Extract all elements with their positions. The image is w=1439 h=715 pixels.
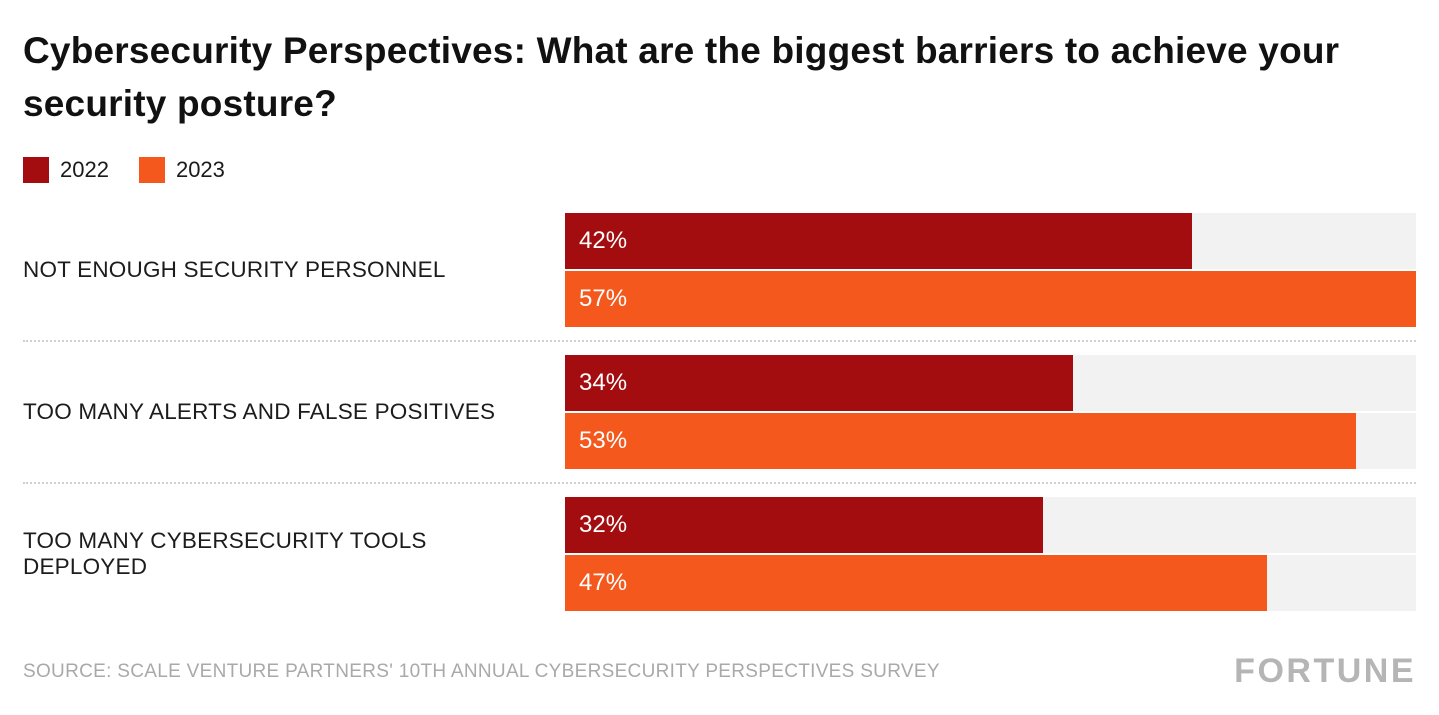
bar-2022: 34% xyxy=(565,355,1073,412)
legend-item-2023: 2023 xyxy=(138,157,225,184)
bar-track: 32% xyxy=(565,497,1416,554)
fortune-logo: FORTUNE xyxy=(1234,652,1416,690)
chart-title: Cybersecurity Perspectives: What are the… xyxy=(23,30,1340,124)
bar-track: 47% xyxy=(565,555,1416,612)
bar-group: 34% 53% xyxy=(565,355,1416,470)
bar-value-label: 42% xyxy=(579,227,628,255)
bar-track: 53% xyxy=(565,413,1416,470)
bar-value-label: 47% xyxy=(579,569,628,597)
bar-2023: 47% xyxy=(565,555,1267,612)
bar-value-label: 57% xyxy=(579,285,628,313)
bar-value-label: 34% xyxy=(579,369,628,397)
legend-item-2022: 2022 xyxy=(23,157,109,184)
legend-label: 2023 xyxy=(175,157,225,183)
legend: 2022 2023 xyxy=(23,157,1416,184)
chart-row: TOO MANY CYBERSECURITY TOOLS DEPLOYED 32%… xyxy=(23,482,1416,624)
bar-2023: 53% xyxy=(565,413,1357,470)
bar-track: 42% xyxy=(565,213,1416,270)
legend-swatch-2023 xyxy=(138,157,165,184)
bar-2023: 57% xyxy=(565,271,1416,328)
bar-chart: NOT ENOUGH SECURITY PERSONNEL 42% 57% TOO M… xyxy=(23,200,1416,624)
legend-swatch-2022 xyxy=(23,157,49,184)
bar-track: 57% xyxy=(565,271,1416,328)
category-label: TOO MANY CYBERSECURITY TOOLS DEPLOYED xyxy=(23,528,427,580)
bar-value-label: 32% xyxy=(579,511,628,539)
category-label: TOO MANY ALERTS AND FALSE POSITIVES xyxy=(23,399,496,425)
footer: SOURCE: SCALE VENTURE PARTNERS' 10TH ANN… xyxy=(23,652,1416,691)
category-label: NOT ENOUGH SECURITY PERSONNEL xyxy=(23,257,446,283)
bar-track: 34% xyxy=(565,355,1416,412)
bar-group: 42% 57% xyxy=(565,213,1416,328)
bar-group: 32% 47% xyxy=(565,497,1416,612)
legend-label: 2022 xyxy=(60,157,109,183)
chart-row: NOT ENOUGH SECURITY PERSONNEL 42% 57% xyxy=(23,200,1416,340)
chart-row: TOO MANY ALERTS AND FALSE POSITIVES 34% 53… xyxy=(23,340,1416,482)
bar-value-label: 53% xyxy=(579,427,628,455)
bar-2022: 42% xyxy=(565,213,1193,270)
source-note: SOURCE: SCALE VENTURE PARTNERS' 10TH ANN… xyxy=(23,660,940,682)
bar-2022: 32% xyxy=(565,497,1043,554)
